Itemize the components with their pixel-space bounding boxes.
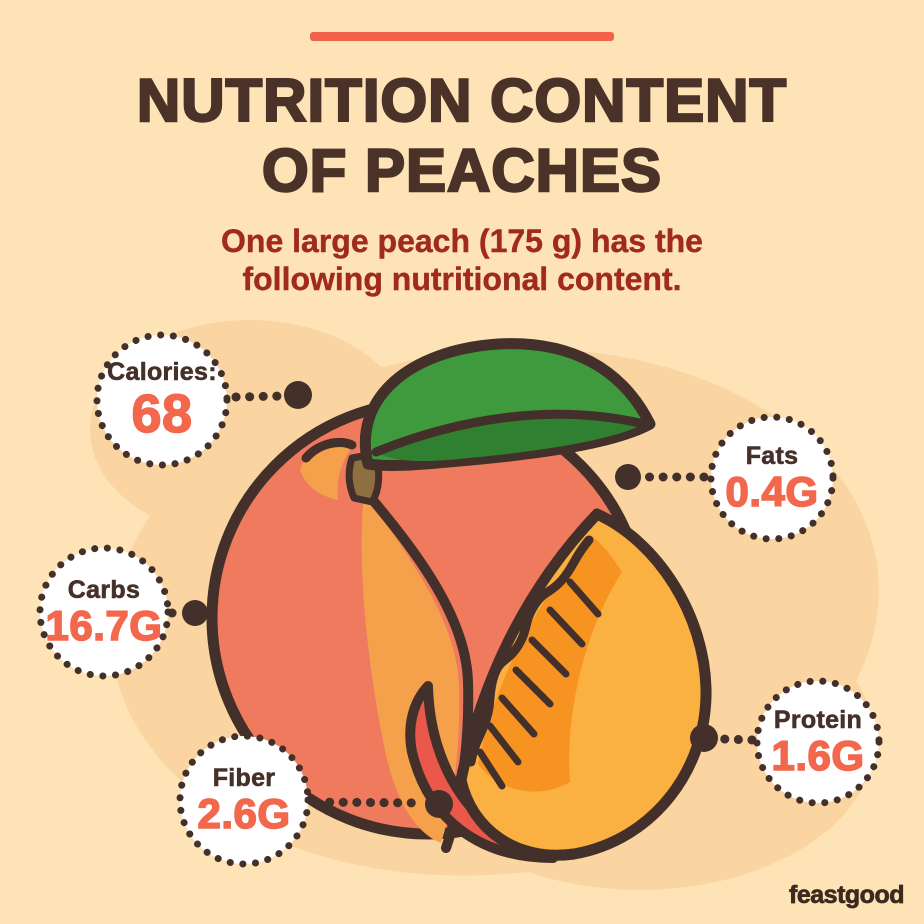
connector-calories xyxy=(231,391,289,402)
anchor-dot-protein xyxy=(690,724,718,752)
callout-connectors xyxy=(167,391,757,808)
peach-slice xyxy=(455,508,712,861)
badge-protein-ring xyxy=(753,677,883,807)
badge-calories: Calories: 68 xyxy=(91,329,233,471)
leaf-vein xyxy=(371,409,649,457)
badge-fiber: Fiber 2.6G xyxy=(174,730,314,870)
badge-protein: Protein 1.6G xyxy=(751,675,885,809)
badge-calories-ring xyxy=(93,331,231,469)
leaf-shadow xyxy=(375,417,642,462)
badge-carbs-ring xyxy=(36,544,172,680)
carbs-value: 16.7G xyxy=(45,602,163,649)
title-accent-bar xyxy=(310,32,614,41)
peach-leaf xyxy=(359,338,656,471)
page-subtitle-line-2: following nutritional content. xyxy=(242,261,682,297)
connector-fiber xyxy=(311,797,425,808)
page-subtitle-line-1: One large peach (175 g) has the xyxy=(221,223,703,259)
fats-value: 0.4G xyxy=(725,468,819,515)
calories-value: 68 xyxy=(131,384,193,444)
fiber-value: 2.6G xyxy=(197,790,291,837)
page-title-line-2: OF PEACHES xyxy=(261,136,663,205)
badge-fats: Fats 0.4G xyxy=(705,411,839,545)
fiber-label: Fiber xyxy=(212,764,276,793)
brand-logo: feastgood xyxy=(789,881,905,910)
protein-label: Protein xyxy=(773,706,863,735)
peach-highlight-stroke xyxy=(301,438,357,463)
carbs-label: Carbs xyxy=(67,576,141,605)
badge-carbs: Carbs 16.7G xyxy=(34,542,174,682)
anchor-dot-calories xyxy=(284,381,312,409)
slice-pit-wavy-line xyxy=(466,535,594,767)
callout-anchor-dots xyxy=(182,381,718,818)
page-subtitle: One large peach (175 g) has the followin… xyxy=(0,222,924,298)
anchor-dot-fiber xyxy=(425,790,453,818)
connector-protein xyxy=(717,734,757,745)
page-title-line-1: NUTRITION CONTENT xyxy=(136,66,788,135)
calories-label: Calories: xyxy=(107,358,217,387)
badge-fats-ring xyxy=(707,413,837,543)
slice-pit-ridges xyxy=(476,578,602,790)
anchor-dot-fats xyxy=(615,464,641,490)
page-title: NUTRITION CONTENT OF PEACHES xyxy=(0,66,924,206)
badge-fiber-ring xyxy=(176,732,312,868)
protein-value: 1.6G xyxy=(771,732,865,779)
fats-label: Fats xyxy=(745,442,799,471)
anchor-dot-carbs xyxy=(182,600,208,626)
